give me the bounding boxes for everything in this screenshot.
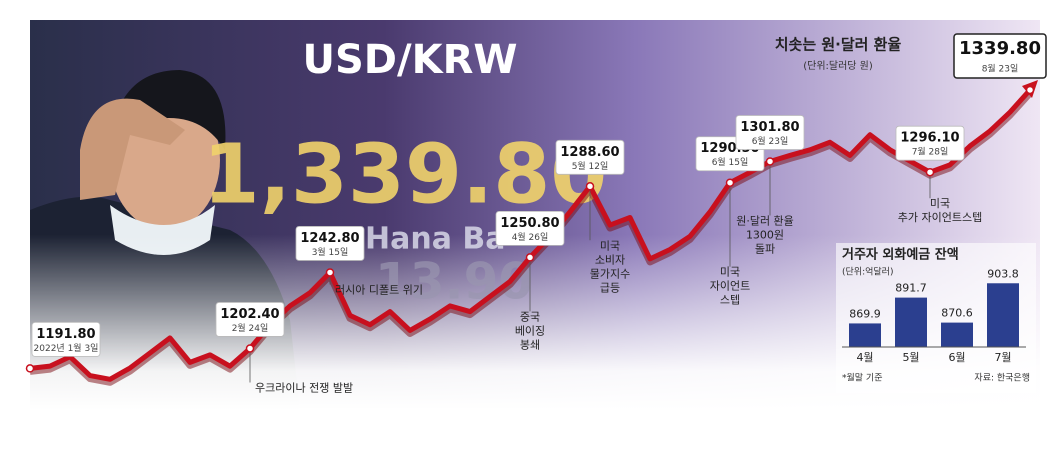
label-box	[953, 33, 1047, 79]
point	[1025, 85, 1035, 95]
point	[725, 178, 735, 187]
value-label: 1250.80	[500, 216, 559, 231]
point	[325, 268, 335, 277]
value-label: 1202.40	[220, 307, 279, 322]
label-box	[215, 302, 285, 337]
annotation: 물가지수	[590, 267, 630, 280]
bar-category: 5월	[902, 351, 919, 364]
bar	[987, 283, 1019, 347]
photo-bank: Hana Ba	[365, 222, 506, 257]
inset-title: 거주자 외화예금 잔액	[842, 247, 959, 263]
chart-subtitle: (단위:달러당 원)	[803, 59, 873, 72]
date-label: 2022년 1월 3일	[34, 342, 99, 354]
value-label: 1288.60	[560, 145, 619, 160]
bar	[941, 322, 973, 347]
bar	[849, 323, 881, 347]
bar-value: 870.6	[941, 307, 973, 320]
annotation: 러시아 디폴트 위기	[335, 283, 423, 296]
point	[245, 344, 255, 353]
photo-ticker: USD/KRW	[302, 37, 517, 83]
point	[585, 182, 595, 191]
bar-value: 891.7	[895, 282, 927, 295]
point	[925, 167, 935, 177]
label-box	[495, 211, 565, 246]
annotation: 돌파	[755, 242, 775, 255]
date-label: 6월 23일	[752, 135, 789, 147]
date-label: 2월 24일	[232, 322, 269, 334]
value-label: 1339.80	[959, 38, 1041, 59]
label-box	[895, 125, 965, 161]
bar-value: 903.8	[987, 267, 1019, 280]
inset-note: *월말 기준	[842, 372, 882, 384]
inset-subtitle: (단위:억달러)	[842, 266, 893, 278]
annotation: 스텝	[720, 294, 740, 307]
annotation: 미국	[600, 239, 620, 252]
photo-rate: 1,339.80	[203, 127, 608, 222]
annotation: 중국	[520, 310, 540, 323]
label-box	[295, 226, 365, 261]
label-box	[555, 139, 625, 175]
date-label: 3월 15일	[312, 246, 349, 258]
value-label: 1301.80	[740, 120, 799, 135]
date-label: 8월 23일	[982, 62, 1019, 74]
annotation: 봉쇄	[520, 338, 540, 351]
annotation: 급등	[600, 281, 620, 294]
bar-category: 7월	[994, 351, 1011, 364]
bar-category: 4월	[856, 351, 873, 364]
annotation: 추가 자이언트스텝	[898, 211, 982, 224]
label-box	[31, 321, 101, 357]
annotation: 자이언트	[710, 280, 750, 293]
chart-title: 치솟는 원·달러 환율	[775, 36, 902, 54]
label-box	[735, 115, 805, 150]
date-label: 6월 15일	[712, 156, 749, 168]
annotation: 미국	[930, 197, 950, 210]
date-label: 7월 28일	[912, 146, 949, 158]
annotation: 소비자	[595, 253, 625, 266]
annotation: 우크라이나 전쟁 발발	[255, 381, 353, 394]
date-label: 5월 12일	[572, 160, 609, 172]
value-label: 1191.80	[36, 327, 95, 342]
annotation: 1300원	[746, 228, 784, 241]
value-label: 1296.10	[900, 131, 959, 146]
annotation: 베이징	[515, 324, 545, 337]
point	[765, 157, 775, 166]
date-label: 4월 26일	[512, 231, 549, 243]
bar-category: 6월	[948, 351, 965, 364]
value-label: 1242.80	[300, 231, 359, 246]
annotation: 미국	[720, 266, 740, 279]
bar-value: 869.9	[849, 307, 881, 320]
point	[25, 364, 35, 373]
inset-source: 자료: 한국은행	[974, 372, 1030, 384]
bar	[895, 297, 927, 347]
annotation: 원·달러 환율	[736, 214, 794, 227]
point	[525, 253, 535, 262]
